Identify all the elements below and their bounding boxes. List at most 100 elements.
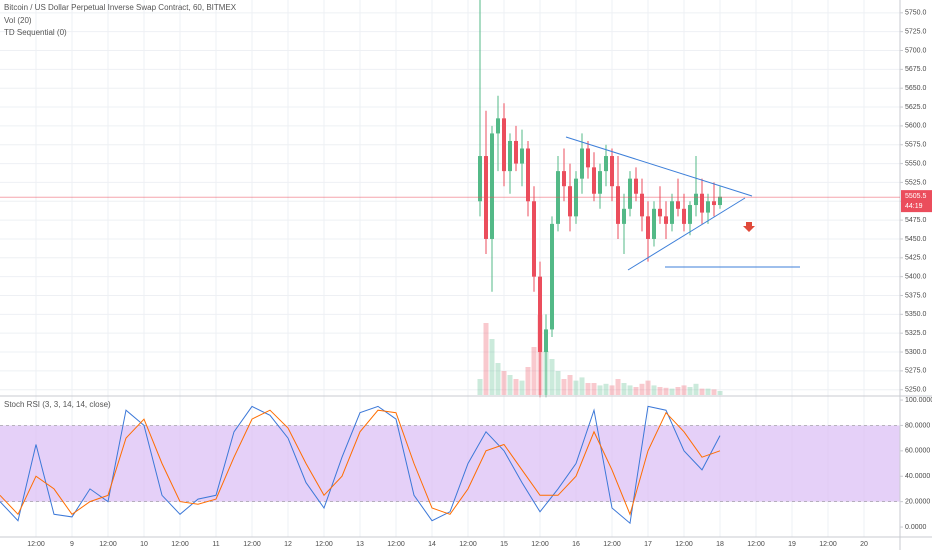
volume-bar — [717, 391, 723, 395]
stoch-line — [0, 405, 721, 525]
x-tick-label: 10 — [140, 541, 148, 548]
x-tick-label: 17 — [644, 541, 652, 548]
candle-body — [670, 201, 674, 224]
volume-bar — [483, 323, 489, 395]
y-tick-label: 5475.0 — [905, 217, 927, 224]
volume-bar — [561, 379, 567, 395]
last-price-box — [901, 190, 932, 213]
y-tick-label: 5625.0 — [905, 104, 927, 111]
x-tick-label: 12:00 — [675, 541, 693, 548]
candle-body — [574, 178, 578, 217]
candle-body — [496, 118, 500, 134]
volume-bar — [519, 380, 525, 395]
volume-bar — [699, 388, 705, 395]
candle-body — [556, 171, 560, 224]
candle-body — [622, 208, 626, 224]
x-tick-label: 15 — [500, 541, 508, 548]
y-tick-label: 5650.0 — [905, 85, 927, 92]
volume-bar — [627, 385, 633, 395]
y-tick-label: 5675.0 — [905, 66, 927, 73]
candle-body — [610, 156, 614, 187]
candle-body — [580, 148, 584, 179]
volume-bar — [681, 385, 687, 395]
candle-body — [532, 201, 536, 277]
candle-body — [598, 171, 602, 194]
y-tick-label: 60.0000 — [905, 448, 930, 455]
x-tick-label: 18 — [716, 541, 724, 548]
volume-bar — [669, 388, 675, 395]
volume-bar — [675, 387, 681, 395]
x-tick-label: 13 — [356, 541, 364, 548]
candle-body — [568, 186, 572, 217]
x-tick-label: 20 — [860, 541, 868, 548]
volume-bar — [663, 387, 669, 395]
candle-body — [694, 193, 698, 206]
candle-body — [544, 329, 548, 353]
x-tick-label: 12:00 — [315, 541, 333, 548]
volume-bar — [651, 385, 657, 395]
candle-body — [718, 196, 722, 206]
candle-body — [604, 156, 608, 172]
volume-bar — [507, 375, 513, 395]
y-tick-label: 5425.0 — [905, 255, 927, 262]
volume-bar — [705, 388, 711, 395]
candle-body — [658, 208, 662, 217]
candle-body — [700, 193, 704, 213]
candle-body — [676, 201, 680, 209]
plot — [0, 0, 723, 525]
candle-body — [538, 276, 542, 353]
volume-bar — [513, 379, 519, 395]
volume-bar — [531, 347, 537, 395]
candle-body — [628, 178, 632, 209]
volume-bar — [615, 379, 621, 395]
candle-body — [592, 167, 596, 194]
volume-bar — [555, 371, 561, 395]
volume-bar — [639, 383, 645, 395]
y-tick-label: 5750.0 — [905, 10, 927, 17]
x-tick-label: 16 — [572, 541, 580, 548]
volume-bar — [585, 383, 591, 395]
y-tick-label: 5725.0 — [905, 29, 927, 36]
volume-bar — [633, 387, 639, 395]
x-tick-label: 19 — [788, 541, 796, 548]
x-tick-label: 12:00 — [747, 541, 765, 548]
candle-body — [562, 171, 566, 187]
candle-body — [502, 118, 506, 172]
y-tick-label: 5600.0 — [905, 123, 927, 130]
x-tick-label: 12:00 — [819, 541, 837, 548]
y-tick-label: 80.0000 — [905, 422, 930, 429]
indicator-label: Vol (20) — [4, 16, 32, 25]
x-tick-label: 12:00 — [531, 541, 549, 548]
y-tick-label: 5325.0 — [905, 330, 927, 337]
candle-body — [526, 148, 530, 202]
volume-bar — [603, 383, 609, 395]
y-tick-label: 5575.0 — [905, 142, 927, 149]
x-tick-label: 12 — [284, 541, 292, 548]
candle-body — [478, 156, 482, 202]
volume-bar — [549, 359, 555, 395]
volume-bar — [591, 383, 597, 395]
x-tick-label: 14 — [428, 541, 436, 548]
candle-body — [688, 205, 692, 224]
indicator-label: TD Sequential (0) — [4, 28, 67, 37]
volume-bar — [609, 385, 615, 395]
stoch-line — [0, 409, 721, 516]
grid — [0, 0, 900, 537]
y-tick-label: 5550.0 — [905, 160, 927, 167]
volume-bar — [657, 387, 663, 395]
volume-bar — [579, 377, 585, 395]
x-tick-label: 12:00 — [459, 541, 477, 548]
y-tick-label: 100.0000 — [905, 397, 932, 404]
candle-body — [646, 216, 650, 239]
x-tick-label: 9 — [70, 541, 74, 548]
y-tick-label: 5700.0 — [905, 47, 927, 54]
x-tick-label: 12:00 — [27, 541, 45, 548]
volume-bar — [621, 383, 627, 395]
band — [0, 425, 900, 502]
candle-body — [586, 148, 590, 168]
volume-bar — [501, 371, 507, 395]
y-tick-label: 5450.0 — [905, 236, 927, 243]
y-tick-label: 20.0000 — [905, 498, 930, 505]
x-tick-label: 12:00 — [99, 541, 117, 548]
